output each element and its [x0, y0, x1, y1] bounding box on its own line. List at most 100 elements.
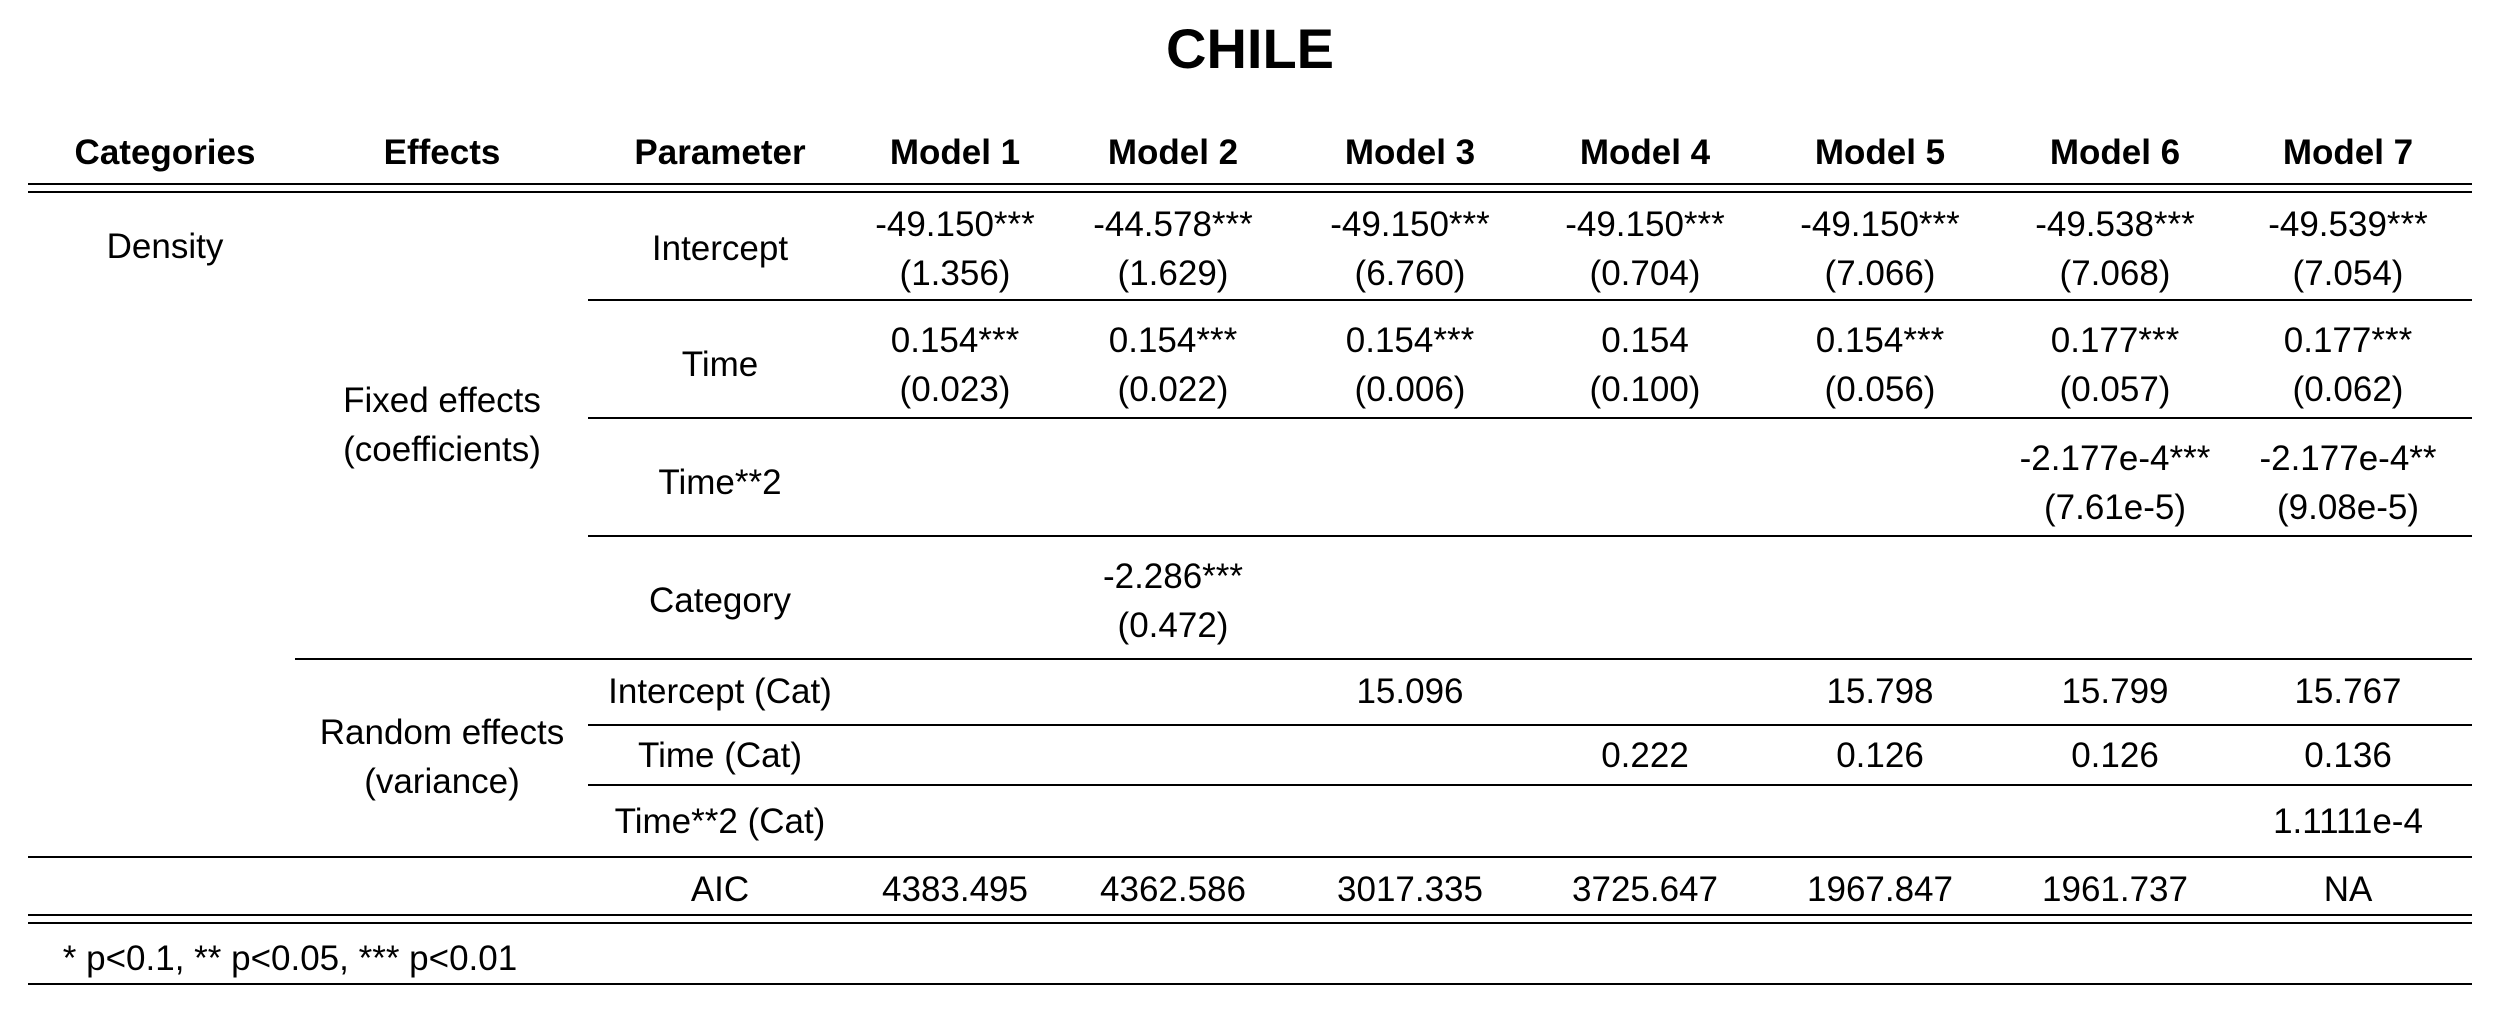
cell-time_cat-model-4: 0.222	[1601, 736, 1689, 775]
estimate: 0.154***	[1815, 321, 1945, 360]
estimate: -49.150***	[1330, 205, 1490, 244]
row-divider	[588, 299, 2472, 301]
cell-aic-model-3: 3017.335	[1337, 870, 1483, 909]
header-model-3: Model 3	[1344, 133, 1476, 172]
estimate: -49.150***	[1565, 205, 1725, 244]
effects-divider	[295, 658, 2472, 660]
header-model-2: Model 2	[1107, 133, 1239, 172]
effect-group-random-line-1: Random effects	[319, 713, 565, 752]
cell-time2-model-7: -2.177e-4** (9.08e-5)	[2259, 434, 2436, 532]
param-time2-cat: Time**2 (Cat)	[614, 802, 826, 841]
cell-aic-model-6: 1961.737	[2042, 870, 2188, 909]
header-model-4: Model 4	[1579, 133, 1711, 172]
estimate: 0.154***	[1345, 321, 1475, 360]
estimate: -2.286***	[1102, 557, 1244, 596]
param-time-cat: Time (Cat)	[638, 736, 802, 775]
cell-intercept_cat-model-3: 15.096	[1356, 672, 1464, 711]
standard-error: (0.100)	[1589, 370, 1701, 409]
param-intercept: Intercept	[651, 229, 789, 268]
footnote-rule	[28, 983, 2472, 985]
row-divider	[588, 417, 2472, 419]
cell-time_cat-model-7: 0.136	[2304, 736, 2392, 775]
standard-error: (7.054)	[2292, 254, 2404, 293]
estimate: -2.177e-4***	[2019, 439, 2211, 478]
cell-time-model-2: 0.154*** (0.022)	[1109, 316, 1237, 414]
estimate: 0.154***	[1108, 321, 1238, 360]
header-model-1: Model 1	[889, 133, 1021, 172]
standard-error: (7.068)	[2059, 254, 2171, 293]
standard-error: (0.472)	[1117, 606, 1229, 645]
cell-time2-model-6: -2.177e-4*** (7.61e-5)	[2020, 434, 2211, 532]
cell-time-model-6: 0.177*** (0.057)	[2051, 316, 2179, 414]
header-rule-top	[28, 183, 2472, 185]
cell-time-model-4: 0.154 (0.100)	[1590, 316, 1701, 414]
cell-intercept_cat-model-7: 15.767	[2294, 672, 2402, 711]
cell-time-model-3: 0.154*** (0.006)	[1346, 316, 1474, 414]
standard-error: (6.760)	[1354, 254, 1466, 293]
category-label: Density	[106, 227, 224, 266]
cell-intercept-model-7: -49.539*** (7.054)	[2268, 200, 2428, 298]
cell-time-model-5: 0.154*** (0.056)	[1816, 316, 1944, 414]
header-effects: Effects	[383, 133, 501, 172]
header-rule-bottom	[28, 191, 2472, 193]
header-model-6: Model 6	[2049, 133, 2181, 172]
estimate: -44.578***	[1093, 205, 1253, 244]
standard-error: (1.629)	[1117, 254, 1229, 293]
standard-error: (0.704)	[1589, 254, 1701, 293]
header-model-5: Model 5	[1814, 133, 1946, 172]
cell-intercept-model-4: -49.150*** (0.704)	[1565, 200, 1725, 298]
estimate: 0.177***	[2050, 321, 2180, 360]
cell-time2_cat-model-7: 1.1111e-4	[2273, 802, 2423, 841]
cell-intercept_cat-model-6: 15.799	[2061, 672, 2169, 711]
estimate: 0.154	[1601, 321, 1689, 360]
aic-divider	[28, 856, 2472, 858]
cell-aic-model-5: 1967.847	[1807, 870, 1953, 909]
estimate: -2.177e-4**	[2259, 439, 2437, 478]
effect-group-fixed: Fixed effects (coefficients)	[343, 376, 541, 474]
bottom-rule-bottom	[28, 922, 2472, 924]
effect-group-fixed-line-2: (coefficients)	[343, 430, 541, 469]
standard-error: (7.61e-5)	[2043, 488, 2187, 527]
header-categories: Categories	[74, 133, 256, 172]
standard-error: (1.356)	[899, 254, 1011, 293]
row-divider	[588, 784, 2472, 786]
cell-aic-model-4: 3725.647	[1572, 870, 1718, 909]
cell-intercept-model-6: -49.538*** (7.068)	[2035, 200, 2195, 298]
cell-intercept_cat-model-5: 15.798	[1826, 672, 1934, 711]
standard-error: (0.006)	[1354, 370, 1466, 409]
estimate: -49.150***	[875, 205, 1035, 244]
cell-intercept-model-2: -44.578*** (1.629)	[1093, 200, 1253, 298]
page-title: CHILE	[1166, 17, 1334, 80]
cell-intercept-model-1: -49.150*** (1.356)	[875, 200, 1035, 298]
row-divider	[588, 535, 2472, 537]
cell-time-model-1: 0.154*** (0.023)	[891, 316, 1019, 414]
cell-time-model-7: 0.177*** (0.062)	[2284, 316, 2412, 414]
param-intercept-cat: Intercept (Cat)	[608, 672, 832, 711]
estimate: 0.154***	[890, 321, 1020, 360]
param-aic: AIC	[690, 870, 750, 909]
footnote: * p<0.1, ** p<0.05, *** p<0.01	[62, 939, 518, 978]
estimate: -49.539***	[2268, 205, 2428, 244]
cell-aic-model-1: 4383.495	[882, 870, 1028, 909]
standard-error: (0.022)	[1117, 370, 1229, 409]
effect-group-random: Random effects (variance)	[320, 708, 565, 806]
cell-intercept-model-3: -49.150*** (6.760)	[1330, 200, 1490, 298]
header-model-7: Model 7	[2282, 133, 2414, 172]
header-parameter: Parameter	[634, 133, 806, 172]
standard-error: (0.056)	[1824, 370, 1936, 409]
effect-group-fixed-line-1: Fixed effects	[343, 381, 541, 420]
bottom-rule-top	[28, 914, 2472, 916]
standard-error: (9.08e-5)	[2276, 488, 2420, 527]
param-time: Time	[681, 345, 759, 384]
cell-aic-model-2: 4362.586	[1100, 870, 1246, 909]
standard-error: (7.066)	[1824, 254, 1936, 293]
standard-error: (0.023)	[899, 370, 1011, 409]
param-category: Category	[648, 581, 792, 620]
estimate: -49.150***	[1800, 205, 1960, 244]
cell-time_cat-model-5: 0.126	[1836, 736, 1924, 775]
effect-group-random-line-2: (variance)	[364, 762, 520, 801]
row-divider	[588, 724, 2472, 726]
estimate: -49.538***	[2035, 205, 2195, 244]
cell-time_cat-model-6: 0.126	[2071, 736, 2159, 775]
